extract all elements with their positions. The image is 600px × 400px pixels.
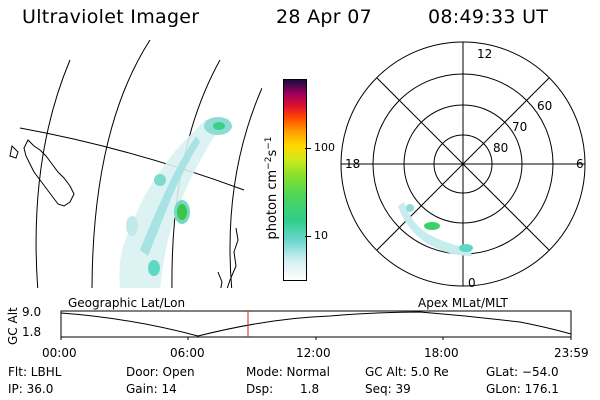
- colorbar-label-10: 10: [314, 229, 328, 242]
- glon-info: GLon: 176.1: [486, 382, 559, 396]
- geographic-map: [9, 40, 262, 288]
- apex-label: Apex MLat/MLT: [418, 296, 508, 310]
- timeline-frame: [60, 310, 572, 338]
- time-tick: 23:59: [554, 346, 589, 360]
- colorbar-unit: photon cm−2s−1: [263, 136, 281, 240]
- ip-info: IP: 36.0: [8, 382, 54, 396]
- instrument-title: Ultraviolet Imager: [22, 6, 200, 28]
- coastline: [9, 144, 19, 159]
- time-tick: 12:00: [296, 346, 331, 360]
- coastline: [226, 227, 239, 288]
- colorbar: [283, 79, 307, 281]
- altitude-curve: [60, 311, 572, 337]
- colorbar-tick: [305, 236, 311, 237]
- altitude-tick-max: 9.0: [22, 305, 42, 319]
- time-tick: 00:00: [42, 346, 77, 360]
- lat-label-60: 60: [537, 99, 552, 113]
- aurora-oval: [119, 117, 232, 288]
- mlt-label-6: 6: [576, 157, 584, 171]
- time-label: 08:49:33 UT: [428, 6, 549, 28]
- mode-info: Mode: Normal: [246, 365, 330, 379]
- latitude-line: [19, 127, 245, 191]
- coastline: [217, 271, 223, 288]
- mlt-label-12: 12: [477, 47, 492, 61]
- glat-info: GLat: −54.0: [486, 365, 559, 379]
- altitude-timeline: [60, 310, 572, 340]
- coastline: [23, 139, 75, 207]
- longitude-line: [91, 40, 151, 288]
- door-info: Door: Open: [126, 365, 195, 379]
- geographic-label: Geographic Lat/Lon: [68, 296, 186, 310]
- altitude-tick-min: 1.8: [22, 325, 42, 339]
- colorbar-label-100: 100: [314, 141, 335, 154]
- filter-info: Flt: LBHL: [8, 365, 62, 379]
- gain-info: Gain: 14: [126, 382, 177, 396]
- seq-info: Seq: 39: [365, 382, 411, 396]
- mlt-label-18: 18: [345, 157, 360, 171]
- altitude-axis-title: GC Alt: [6, 307, 20, 345]
- gc-alt-info: GC Alt: 5.0 Re: [365, 365, 449, 379]
- polar-plot: 12 18 6 0 60 70 80: [340, 41, 586, 290]
- lat-label-70: 70: [512, 120, 527, 134]
- longitude-line: [229, 87, 262, 288]
- date-label: 28 Apr 07: [276, 6, 373, 28]
- lat-label-80: 80: [493, 141, 508, 155]
- time-tick: 06:00: [170, 346, 205, 360]
- colorbar-tick: [305, 148, 311, 149]
- dsp-value: 1.8: [300, 382, 320, 396]
- time-tick: 18:00: [424, 346, 459, 360]
- polar-aurora: [398, 202, 473, 256]
- longitude-line: [35, 59, 71, 288]
- mlt-label-0: 0: [468, 276, 476, 290]
- dsp-label: Dsp:: [246, 382, 274, 396]
